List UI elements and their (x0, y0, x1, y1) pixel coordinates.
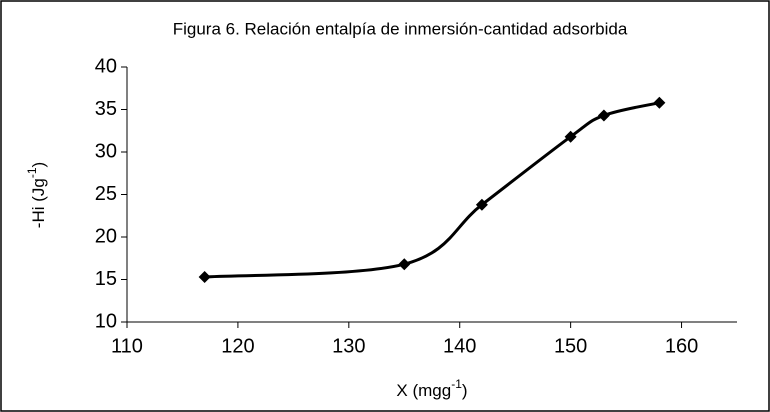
x-tick-label: 120 (221, 335, 254, 357)
x-tick-label: 150 (554, 335, 587, 357)
data-marker (398, 258, 411, 271)
x-label-text: X (mgg (396, 381, 451, 400)
y-axis-label: -Hi (Jg-1) (25, 162, 48, 228)
y-tick-label: 35 (95, 98, 117, 120)
data-marker (564, 130, 577, 143)
x-tick-label: 130 (332, 335, 365, 357)
data-marker (475, 198, 488, 211)
x-label-sup: -1 (451, 377, 462, 391)
y-label-end: ) (29, 162, 48, 168)
chart-title: Figura 6. Relación entalpía de inmersión… (173, 19, 628, 38)
data-marker (198, 270, 211, 283)
y-tick-label: 30 (95, 140, 117, 162)
x-tick-label: 140 (443, 335, 476, 357)
x-axis-label: X (mgg-1) (396, 377, 467, 400)
y-tick-label: 40 (95, 55, 117, 77)
y-tick-label: 15 (95, 268, 117, 290)
x-tick-label: 160 (665, 335, 698, 357)
x-tick-label: 110 (111, 335, 143, 357)
y-label-text: -Hi (Jg (29, 178, 48, 228)
y-tick-label: 25 (95, 183, 117, 205)
y-tick-label: 10 (95, 310, 117, 332)
y-label-sup: -1 (25, 167, 39, 178)
data-marker (653, 96, 666, 109)
data-marker (597, 109, 610, 122)
x-label-end: ) (462, 381, 468, 400)
y-tick-label: 20 (95, 225, 117, 247)
